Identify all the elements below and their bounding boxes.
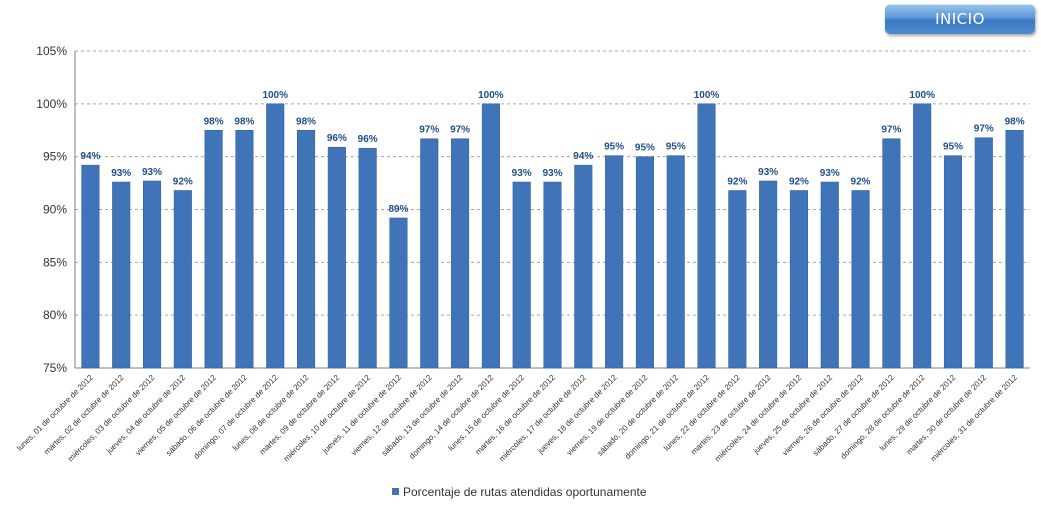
data-label: 92% <box>789 176 809 187</box>
bar <box>913 103 932 369</box>
bar <box>81 164 100 369</box>
bar <box>1005 130 1024 369</box>
data-label: 98% <box>296 116 316 127</box>
data-label: 92% <box>851 176 871 187</box>
y-tick-label: 75% <box>43 361 67 375</box>
bar <box>481 103 500 369</box>
data-label: 98% <box>1005 116 1025 127</box>
y-tick-label: 95% <box>43 150 67 164</box>
data-label: 89% <box>388 204 408 215</box>
data-label: 98% <box>204 116 224 127</box>
data-label: 96% <box>327 133 347 144</box>
data-labels: 94% 93% 93% 92% 98% 98% 100% 98% 96% 96% 89% 97% 97%… <box>80 90 1024 215</box>
data-label: 94% <box>80 151 100 162</box>
data-label: 100% <box>909 90 935 101</box>
data-label: 95% <box>943 142 963 153</box>
y-tick-label: 105% <box>36 44 67 58</box>
bar <box>389 217 408 369</box>
data-label: 95% <box>666 142 686 153</box>
data-label: 95% <box>604 142 624 153</box>
data-label: 97% <box>419 125 439 136</box>
bar <box>697 103 716 369</box>
bar <box>666 155 685 369</box>
legend-label: Porcentaje de rutas atendidas oportuname… <box>403 485 647 499</box>
legend: Porcentaje de rutas atendidas oportuname… <box>392 485 647 499</box>
legend-swatch <box>392 488 399 495</box>
data-label: 96% <box>358 134 378 145</box>
data-label: 93% <box>111 168 131 179</box>
y-axis: 75% 80% 85% 90% 95% 100% 105% <box>36 44 1030 375</box>
bar <box>759 180 778 369</box>
data-label: 93% <box>542 168 562 179</box>
bar <box>574 164 593 369</box>
bar <box>420 138 439 369</box>
bar <box>543 181 562 369</box>
bar <box>112 181 131 369</box>
y-tick-label: 80% <box>43 308 67 322</box>
data-label: 94% <box>573 151 593 162</box>
data-label: 97% <box>974 124 994 135</box>
data-label: 93% <box>758 167 778 178</box>
bar <box>728 190 747 369</box>
data-label: 97% <box>450 125 470 136</box>
bar <box>820 181 839 369</box>
bar <box>142 180 162 369</box>
y-tick-label: 100% <box>36 97 67 111</box>
bar <box>297 130 316 369</box>
bar <box>327 146 346 369</box>
bar <box>851 190 870 369</box>
y-tick-label: 90% <box>43 203 67 217</box>
bar <box>605 155 624 369</box>
y-tick-label: 85% <box>43 255 67 269</box>
data-label: 92% <box>173 176 193 187</box>
data-label: 93% <box>820 168 840 179</box>
bar <box>882 138 901 369</box>
bar <box>266 103 285 369</box>
data-label: 93% <box>142 167 162 178</box>
inicio-button[interactable]: INICIO <box>885 4 1035 34</box>
data-label: 93% <box>512 168 532 179</box>
data-label: 98% <box>234 116 254 127</box>
bar <box>235 130 254 369</box>
data-label: 97% <box>881 125 901 136</box>
data-label: 92% <box>727 176 747 187</box>
data-label: 100% <box>478 90 504 101</box>
data-label: 95% <box>635 143 655 154</box>
bar <box>943 155 963 369</box>
bars <box>81 103 1024 369</box>
bar <box>789 190 808 369</box>
data-label: 100% <box>262 90 288 101</box>
bar <box>974 137 993 369</box>
bar <box>173 190 192 369</box>
bar <box>512 181 531 369</box>
data-label: 100% <box>694 90 720 101</box>
bar <box>451 138 470 369</box>
bar <box>635 156 654 369</box>
bar <box>358 147 377 369</box>
bar <box>204 130 223 369</box>
